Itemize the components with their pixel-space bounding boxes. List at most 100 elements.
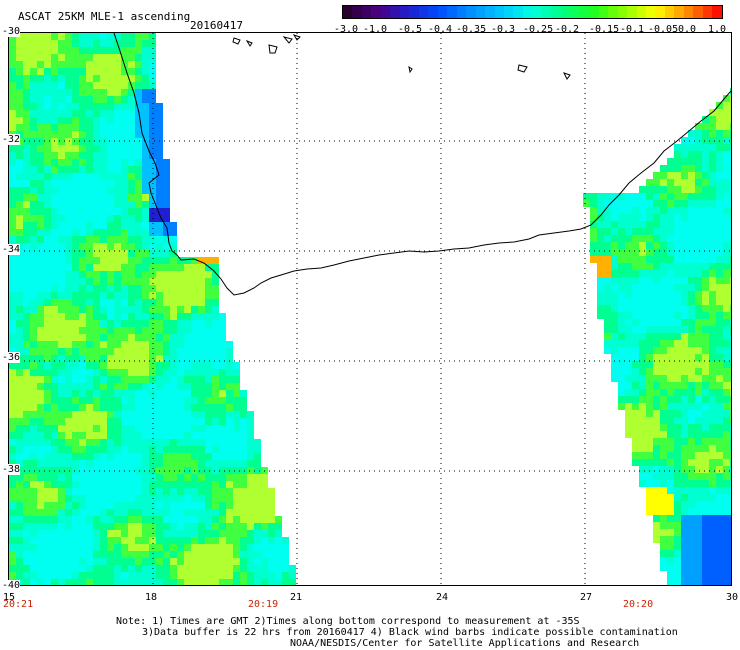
swath-cell — [142, 208, 149, 215]
swath-cell — [93, 159, 100, 166]
swath-cell — [58, 292, 65, 299]
swath-cell — [107, 404, 114, 411]
swath-cell — [44, 110, 51, 117]
swath-cell — [79, 271, 86, 278]
swath-cell — [79, 355, 86, 362]
swath-cell — [611, 263, 618, 270]
swath-cell — [632, 417, 639, 424]
swath-cell — [681, 361, 688, 368]
swath-cell — [65, 369, 72, 376]
swath-cell — [219, 523, 226, 530]
swath-cell — [240, 460, 247, 467]
swath-cell — [695, 578, 702, 585]
swath-cell — [114, 320, 121, 327]
swath-cell — [58, 516, 65, 523]
swath-cell — [590, 200, 597, 207]
swath-cell — [44, 152, 51, 159]
swath-cell — [93, 82, 100, 89]
swath-cell — [135, 110, 142, 117]
swath-cell — [730, 200, 731, 207]
swath-cell — [219, 488, 226, 495]
swath-cell — [135, 495, 142, 502]
swath-cell — [58, 474, 65, 481]
swath-cell — [128, 460, 135, 467]
swath-cell — [247, 425, 254, 432]
swath-cell — [254, 565, 261, 572]
swath-cell — [191, 474, 198, 481]
swath-cell — [681, 445, 688, 452]
swath-cell — [9, 75, 16, 82]
swath-cell — [128, 558, 135, 565]
swath-cell — [86, 397, 93, 404]
swath-cell — [30, 306, 37, 313]
swath-cell — [135, 418, 142, 425]
swath-cell — [723, 319, 730, 326]
swath-cell — [23, 215, 30, 222]
swath-cell — [114, 215, 121, 222]
swath-cell — [660, 431, 667, 438]
swath-cell — [72, 194, 79, 201]
swath-cell — [233, 516, 240, 523]
swath-cell — [100, 299, 107, 306]
swath-cell — [156, 278, 163, 285]
swath-cell — [212, 523, 219, 530]
swath-cell — [156, 243, 163, 250]
swath-cell — [51, 68, 58, 75]
swath-cell — [639, 452, 646, 459]
swath-cell — [674, 368, 681, 375]
swath-cell — [730, 263, 731, 270]
swath-cell — [205, 383, 212, 390]
swath-cell — [156, 285, 163, 292]
swath-cell — [44, 467, 51, 474]
swath-cell — [611, 277, 618, 284]
swath-cell — [184, 334, 191, 341]
swath-cell — [100, 117, 107, 124]
swath-cell — [156, 187, 163, 194]
swath-cell — [681, 249, 688, 256]
swath-cell — [107, 418, 114, 425]
swath-cell — [65, 488, 72, 495]
swath-cell — [639, 326, 646, 333]
swath-cell — [72, 579, 79, 585]
swath-cell — [674, 452, 681, 459]
swath-cell — [268, 502, 275, 509]
swath-cell — [100, 572, 107, 579]
swath-cell — [730, 354, 731, 361]
swath-cell — [23, 369, 30, 376]
swath-cell — [709, 207, 716, 214]
swath-cell — [667, 529, 674, 536]
swath-cell — [198, 502, 205, 509]
swath-cell — [107, 201, 114, 208]
swath-cell — [716, 368, 723, 375]
swath-cell — [688, 424, 695, 431]
swath-cell — [695, 319, 702, 326]
swath-cell — [639, 368, 646, 375]
swath-cell — [86, 446, 93, 453]
swath-cell — [114, 285, 121, 292]
swath-cell — [156, 432, 163, 439]
swath-cell — [198, 488, 205, 495]
swath-cell — [688, 347, 695, 354]
swath-cell — [128, 418, 135, 425]
swath-cell — [16, 404, 23, 411]
swath-cell — [625, 319, 632, 326]
swath-cell — [191, 369, 198, 376]
swath-cell — [667, 333, 674, 340]
swath-cell — [597, 291, 604, 298]
swath-cell — [44, 369, 51, 376]
swath-cell — [702, 116, 709, 123]
swath-cell — [121, 201, 128, 208]
swath-cell — [702, 361, 709, 368]
swath-cell — [100, 530, 107, 537]
swath-cell — [212, 369, 219, 376]
swath-cell — [79, 250, 86, 257]
swath-cell — [639, 235, 646, 242]
swath-cell — [212, 446, 219, 453]
swath-cell — [37, 425, 44, 432]
swath-cell — [37, 516, 44, 523]
swath-cell — [177, 481, 184, 488]
swath-cell — [23, 488, 30, 495]
swath-cell — [170, 292, 177, 299]
swath-cell — [72, 467, 79, 474]
swath-cell — [93, 61, 100, 68]
